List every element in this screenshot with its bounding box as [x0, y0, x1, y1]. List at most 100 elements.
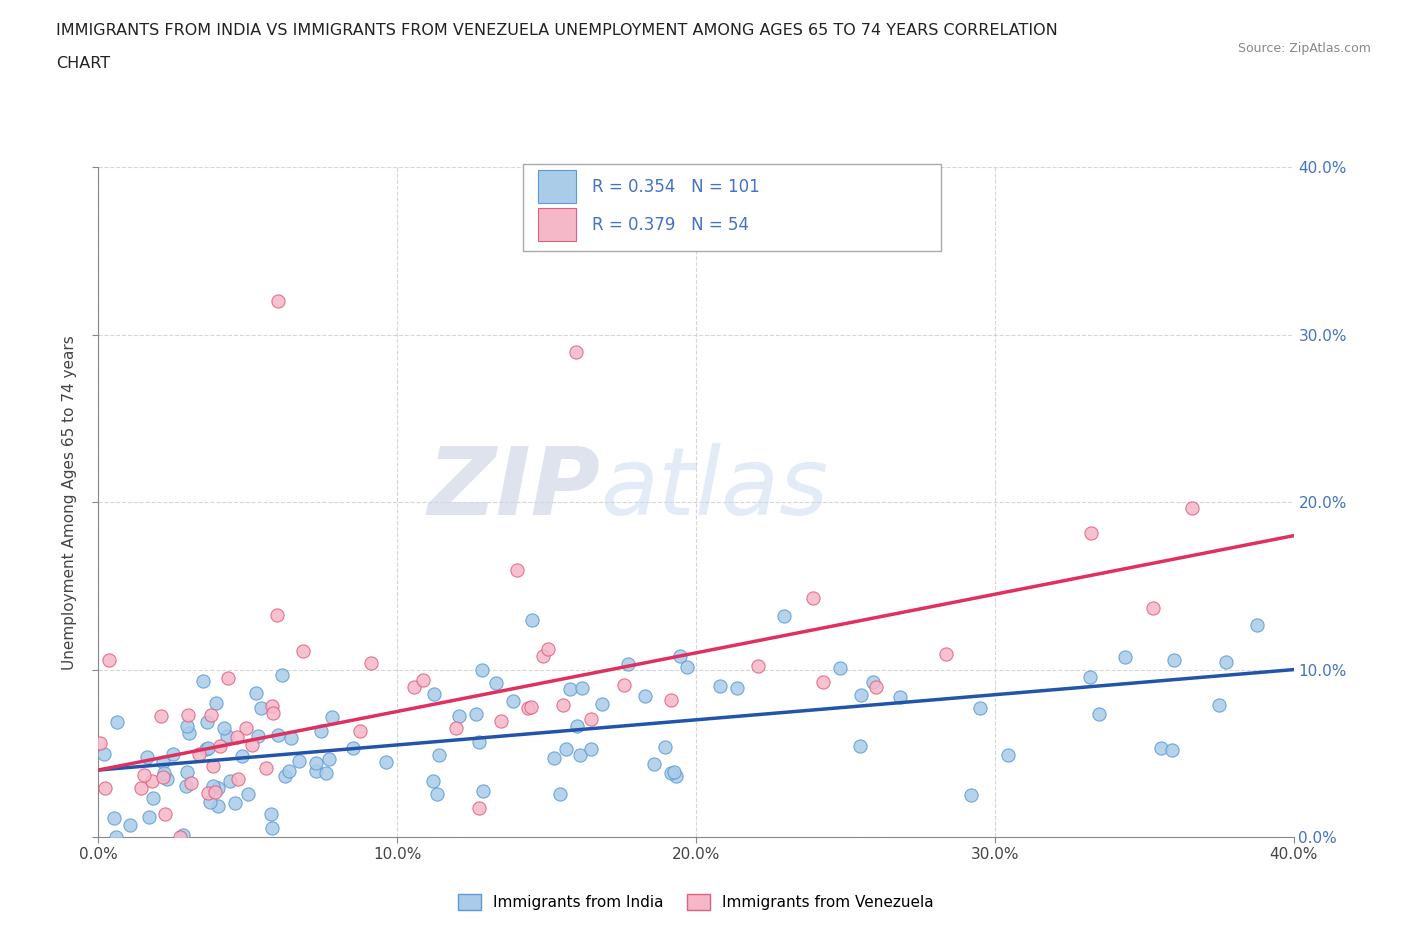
Point [176, 719, 198, 734]
Point [291, 644, 314, 658]
Point [935, 646, 957, 661]
Y-axis label: Unemployment Among Ages 65 to 74 years: Unemployment Among Ages 65 to 74 years [62, 335, 77, 670]
Point [321, 710, 343, 724]
Point [1180, 500, 1202, 515]
Point [889, 690, 911, 705]
Point [747, 658, 769, 673]
Point [120, 817, 142, 832]
Point [152, 754, 174, 769]
Point [105, 714, 128, 729]
Point [267, 294, 290, 309]
Point [274, 768, 297, 783]
Point [1088, 707, 1111, 722]
Text: Source: ZipAtlas.com: Source: ZipAtlas.com [1237, 42, 1371, 55]
Point [659, 765, 682, 780]
Point [226, 772, 249, 787]
Point [224, 795, 246, 810]
Point [197, 741, 219, 756]
Point [162, 746, 184, 761]
Point [643, 756, 665, 771]
Point [271, 668, 294, 683]
Point [200, 794, 222, 809]
Point [449, 709, 471, 724]
Point [548, 787, 571, 802]
Point [464, 707, 486, 722]
Point [669, 649, 692, 664]
Point [1150, 740, 1173, 755]
Point [188, 746, 211, 761]
Point [152, 769, 174, 784]
Point [247, 729, 270, 744]
Point [218, 774, 240, 789]
Point [172, 828, 194, 843]
Point [402, 680, 425, 695]
Point [197, 786, 219, 801]
Point [543, 751, 565, 765]
Point [217, 671, 239, 685]
Point [149, 709, 172, 724]
Point [471, 783, 494, 798]
Point [537, 642, 560, 657]
Point [560, 682, 582, 697]
Point [427, 748, 450, 763]
Point [997, 748, 1019, 763]
Point [360, 655, 382, 670]
Point [129, 781, 152, 796]
Point [412, 672, 434, 687]
Point [676, 659, 699, 674]
Point [141, 774, 163, 789]
Point [1142, 601, 1164, 616]
Point [571, 681, 593, 696]
Point [155, 807, 177, 822]
Point [662, 764, 685, 779]
Point [422, 687, 444, 702]
Point [280, 731, 302, 746]
Point [865, 680, 887, 695]
Point [169, 830, 191, 844]
Point [260, 806, 283, 821]
Point [153, 766, 176, 781]
Point [969, 700, 991, 715]
Point [193, 673, 215, 688]
Point [254, 761, 277, 776]
Point [89, 736, 111, 751]
Point [305, 764, 328, 778]
Point [179, 725, 201, 740]
Point [195, 742, 218, 757]
Point [444, 721, 467, 736]
Point [506, 563, 529, 578]
Point [531, 648, 554, 663]
Point [207, 799, 229, 814]
Text: ZIP: ZIP [427, 443, 600, 535]
Point [1246, 618, 1268, 632]
Point [177, 708, 200, 723]
Point [1208, 698, 1230, 712]
Point [491, 713, 513, 728]
Point [554, 741, 576, 756]
Text: atlas: atlas [600, 444, 828, 535]
Point [195, 715, 218, 730]
Point [519, 700, 541, 715]
Point [565, 718, 588, 733]
Point [617, 657, 640, 671]
Point [97, 652, 120, 667]
Point [212, 721, 235, 736]
Point [93, 780, 115, 795]
Point [201, 778, 224, 793]
Point [659, 693, 682, 708]
Point [176, 765, 198, 780]
Point [613, 678, 636, 693]
Point [200, 708, 222, 723]
Point [249, 700, 271, 715]
FancyBboxPatch shape [523, 164, 941, 251]
Point [568, 748, 591, 763]
Point [278, 764, 301, 778]
Point [468, 735, 491, 750]
Point [422, 774, 444, 789]
Point [217, 728, 239, 743]
Point [134, 767, 156, 782]
Point [209, 738, 232, 753]
Point [204, 696, 226, 711]
Point [309, 724, 332, 738]
Point [318, 751, 340, 766]
